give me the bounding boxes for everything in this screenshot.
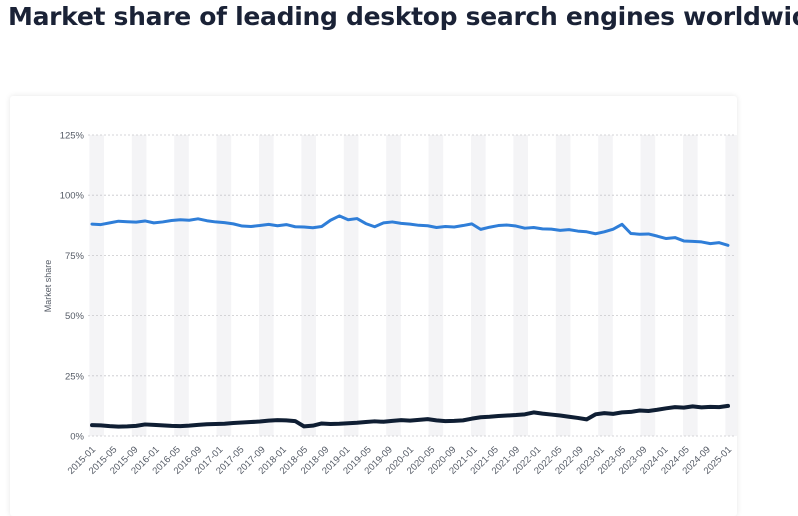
series-line-2[interactable]: [90, 403, 730, 429]
y-tick-label: 75%: [65, 251, 85, 262]
background-band: [683, 135, 698, 436]
background-band: [216, 135, 232, 436]
y-axis-label: Market share: [43, 260, 53, 313]
background-band: [555, 135, 571, 436]
series-line-1[interactable]: [90, 214, 730, 247]
background-band: [386, 135, 401, 436]
y-tick-label: 50%: [65, 311, 85, 322]
y-tick-label: 100%: [60, 191, 85, 202]
background-band: [89, 135, 104, 436]
background-band: [259, 135, 274, 436]
background-band: [725, 135, 737, 436]
y-tick-label: 25%: [65, 371, 85, 382]
x-axis-ticks: 2015-012015-052015-092016-012016-052016-…: [66, 444, 734, 476]
chart-background-bands: [89, 135, 737, 436]
background-band: [428, 135, 444, 436]
background-band: [513, 135, 528, 436]
y-axis-ticks: 0% 25% 50% 75% 100% 125%: [60, 131, 85, 443]
background-band: [174, 135, 189, 436]
background-band: [131, 135, 147, 436]
background-band: [471, 135, 486, 436]
chart-series: [90, 214, 730, 429]
background-band: [598, 135, 613, 436]
background-band: [301, 135, 316, 436]
page-title: Market share of leading desktop search e…: [8, 2, 798, 31]
chart-card: 0% 25% 50% 75% 100% 125% Market share 2015-01…: [10, 96, 737, 516]
y-tick-label: 125%: [60, 131, 85, 142]
line-chart: 0% 25% 50% 75% 100% 125% Market share 2015-01…: [43, 131, 737, 477]
y-tick-label: 0%: [70, 432, 84, 443]
background-band: [640, 135, 656, 436]
background-band: [343, 135, 359, 436]
